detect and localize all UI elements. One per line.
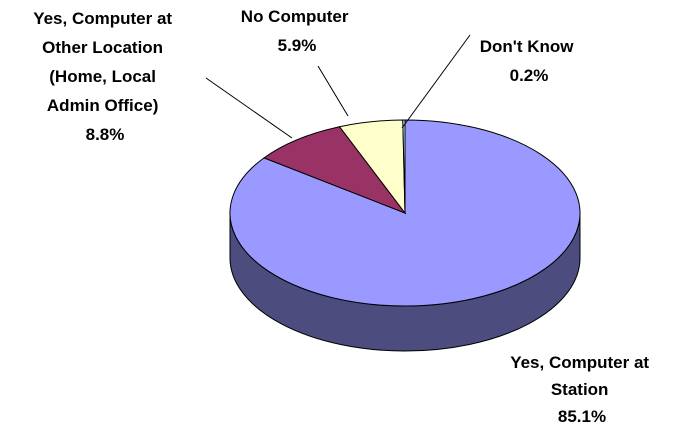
slice-label-no-computer: No Computer 5.9% xyxy=(241,7,353,55)
leader-line-no-computer xyxy=(317,65,349,117)
pie-slices-group xyxy=(229,119,581,307)
pie-slice-other-location xyxy=(263,126,407,215)
slice-labels-group: Yes, Computer at Station 85.1% Yes, Comp… xyxy=(33,7,654,426)
leader-line-dont-know xyxy=(401,34,471,129)
slice-label-other-location: Yes, Computer at Other Location (Home, L… xyxy=(33,9,177,144)
slice-label-dont-know: Don't Know 0.2% xyxy=(480,37,578,85)
slice-label-station: Yes, Computer at Station 85.1% xyxy=(510,353,654,426)
leader-lines-group xyxy=(205,34,471,139)
leader-line-other-location xyxy=(205,77,293,139)
pie-slice-dont-know xyxy=(402,119,406,214)
